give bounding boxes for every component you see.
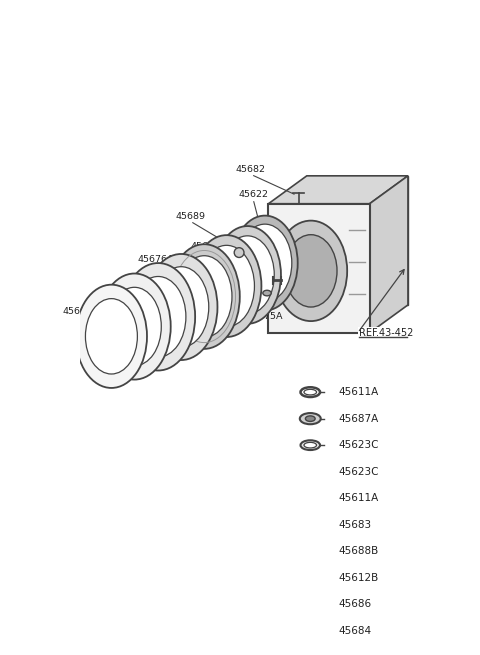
Ellipse shape [145, 254, 217, 360]
Polygon shape [307, 176, 408, 305]
Text: 45622: 45622 [238, 190, 268, 199]
Ellipse shape [300, 413, 321, 424]
Text: 45688B: 45688B [338, 546, 378, 556]
Text: 45611A: 45611A [338, 387, 378, 397]
Ellipse shape [199, 246, 254, 327]
Circle shape [234, 248, 244, 257]
Ellipse shape [285, 234, 337, 307]
Polygon shape [370, 176, 408, 333]
Ellipse shape [177, 255, 232, 337]
Ellipse shape [154, 267, 209, 347]
Ellipse shape [238, 224, 292, 302]
Ellipse shape [192, 235, 262, 337]
Text: 45681: 45681 [62, 307, 93, 316]
Ellipse shape [76, 285, 147, 388]
Bar [305, 596, 315, 612]
Ellipse shape [108, 288, 161, 365]
Ellipse shape [305, 521, 316, 528]
Ellipse shape [304, 575, 316, 580]
Bar [268, 204, 370, 333]
Ellipse shape [304, 469, 316, 474]
Ellipse shape [300, 573, 320, 582]
Text: 45615B: 45615B [144, 324, 180, 333]
Ellipse shape [300, 546, 321, 557]
Text: 45612B: 45612B [338, 572, 378, 583]
Ellipse shape [300, 440, 320, 450]
Ellipse shape [305, 416, 315, 421]
Text: 45687A: 45687A [338, 414, 378, 424]
Ellipse shape [263, 290, 271, 296]
Ellipse shape [98, 274, 171, 380]
Text: 45623C: 45623C [338, 440, 379, 450]
Ellipse shape [168, 244, 240, 349]
Text: 45683: 45683 [338, 519, 372, 530]
Ellipse shape [85, 299, 137, 374]
Ellipse shape [275, 221, 347, 321]
Text: 45676A: 45676A [137, 255, 174, 264]
Text: 45623C: 45623C [338, 466, 379, 477]
Text: 45682: 45682 [236, 166, 266, 174]
FancyBboxPatch shape [306, 623, 314, 639]
Text: REF.43-452: REF.43-452 [359, 328, 413, 338]
Text: 45684: 45684 [338, 626, 372, 636]
Ellipse shape [232, 215, 298, 310]
Ellipse shape [131, 276, 186, 357]
Text: 45611A: 45611A [338, 493, 378, 503]
Text: 43235: 43235 [288, 283, 318, 292]
Text: 45616B: 45616B [80, 306, 116, 315]
Text: 45686: 45686 [338, 599, 372, 609]
Ellipse shape [300, 467, 320, 477]
Ellipse shape [304, 442, 316, 448]
Ellipse shape [214, 226, 281, 324]
Text: 45675A: 45675A [247, 312, 283, 321]
Text: 45674A: 45674A [175, 329, 211, 339]
Ellipse shape [305, 548, 315, 554]
Ellipse shape [308, 523, 313, 526]
Polygon shape [268, 176, 408, 204]
Text: 45617: 45617 [191, 242, 221, 251]
Ellipse shape [221, 236, 274, 314]
Ellipse shape [121, 263, 195, 371]
Text: 45689: 45689 [175, 212, 205, 221]
